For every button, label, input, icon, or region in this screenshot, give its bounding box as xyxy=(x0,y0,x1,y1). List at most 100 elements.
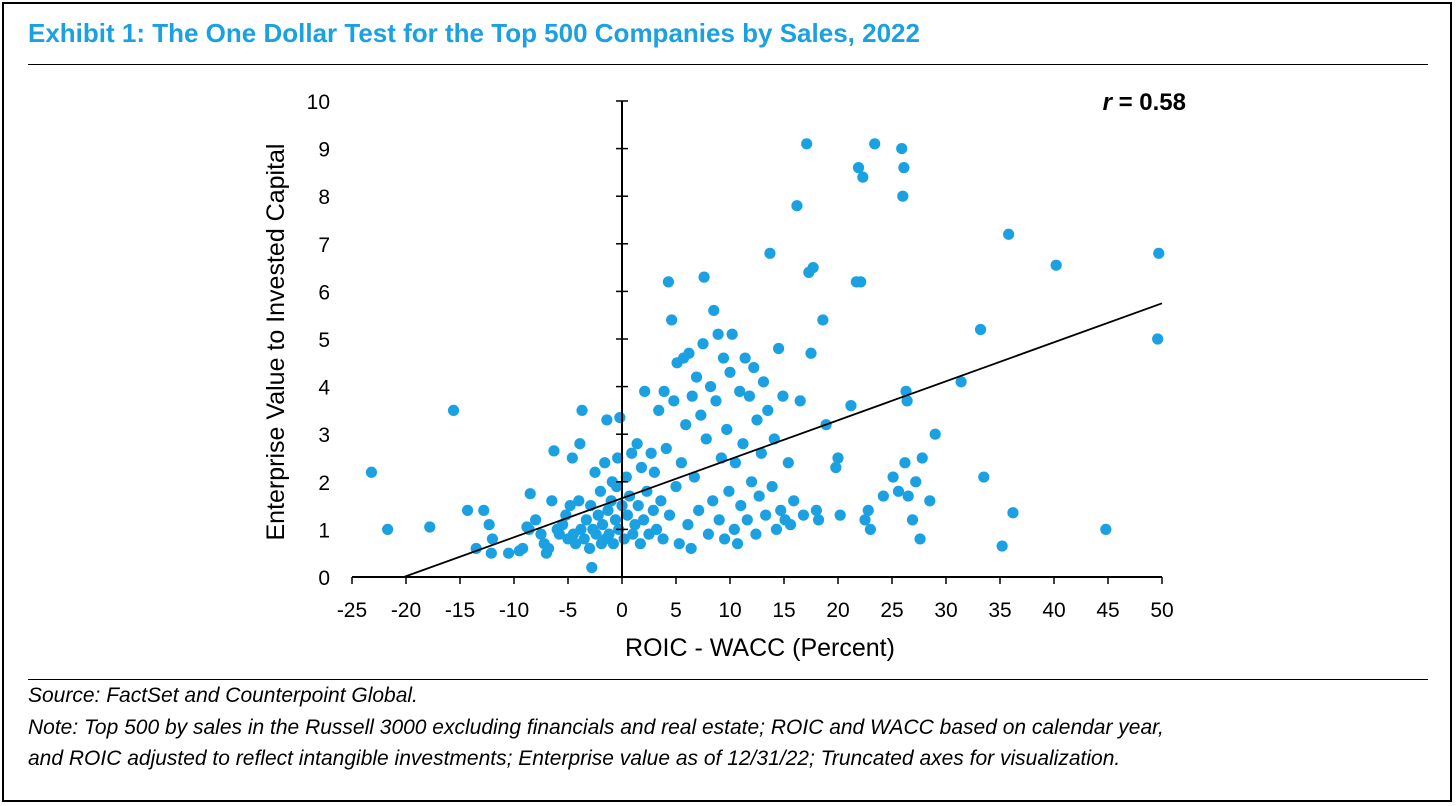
data-point xyxy=(631,438,643,450)
data-point xyxy=(760,509,772,521)
data-point xyxy=(896,143,908,155)
data-point xyxy=(784,519,797,531)
data-point xyxy=(548,445,560,457)
data-point xyxy=(717,352,730,364)
data-point xyxy=(663,509,676,521)
data-point xyxy=(688,471,700,483)
data-point xyxy=(599,457,611,469)
data-point xyxy=(635,461,648,474)
data-point xyxy=(590,528,602,540)
data-point xyxy=(1050,259,1062,271)
data-point xyxy=(914,533,926,545)
x-tick-label: -5 xyxy=(559,599,578,622)
x-tick-label: 10 xyxy=(718,599,741,622)
data-point xyxy=(726,328,738,340)
data-point xyxy=(791,200,803,212)
data-point xyxy=(782,457,794,469)
data-point xyxy=(666,314,678,326)
data-point xyxy=(834,509,846,521)
data-point xyxy=(576,404,588,416)
data-point xyxy=(721,423,733,436)
data-point xyxy=(517,542,529,555)
data-point xyxy=(620,471,632,483)
data-point xyxy=(447,404,460,416)
y-tick-label: 10 xyxy=(307,91,330,114)
data-point xyxy=(609,514,622,526)
data-point xyxy=(602,504,614,516)
data-point xyxy=(680,419,692,431)
data-point xyxy=(621,509,634,521)
data-point xyxy=(974,323,987,336)
data-point xyxy=(788,495,800,507)
x-tick-label: 35 xyxy=(988,599,1011,622)
y-tick-label: 9 xyxy=(318,139,330,162)
data-point xyxy=(566,452,578,464)
data-point xyxy=(775,504,787,516)
y-tick-label: 6 xyxy=(318,281,330,304)
data-point xyxy=(777,390,789,402)
data-point xyxy=(750,528,762,540)
data-point xyxy=(737,438,749,450)
data-point xyxy=(748,361,760,374)
x-tick-label: -15 xyxy=(445,599,475,622)
x-tick-label: -25 xyxy=(337,599,367,622)
data-point xyxy=(658,385,670,397)
data-point xyxy=(634,538,646,550)
data-point xyxy=(996,540,1008,552)
data-point xyxy=(632,500,644,512)
y-tick-label: 5 xyxy=(318,329,330,352)
data-point xyxy=(739,352,751,364)
data-point xyxy=(794,395,806,407)
data-point xyxy=(580,514,592,526)
data-point xyxy=(773,342,785,355)
data-point xyxy=(898,162,910,174)
trendline xyxy=(403,302,1163,578)
data-point xyxy=(424,521,436,533)
data-point xyxy=(916,452,928,464)
data-point xyxy=(902,490,914,502)
x-tick-label: 50 xyxy=(1150,599,1173,622)
data-point xyxy=(660,442,672,455)
data-point xyxy=(575,523,587,536)
data-point xyxy=(461,504,474,516)
x-tick-label: 0 xyxy=(616,599,628,622)
footer-divider xyxy=(28,679,1428,680)
data-point xyxy=(852,162,865,174)
data-point xyxy=(713,514,725,526)
x-axis-label: ROIC - WACC (Percent) xyxy=(625,634,895,662)
data-point xyxy=(805,347,817,359)
x-tick-label: 20 xyxy=(826,599,849,622)
data-point xyxy=(1003,228,1015,240)
data-point xyxy=(887,471,899,483)
data-point xyxy=(978,471,990,483)
x-tick-label: -20 xyxy=(391,599,421,622)
data-point xyxy=(503,547,515,559)
data-point xyxy=(596,519,609,531)
data-point xyxy=(1100,523,1112,536)
source-note: Source: FactSet and Counterpoint Global. xyxy=(28,684,418,707)
data-point xyxy=(486,533,498,545)
data-point xyxy=(573,495,585,507)
data-point xyxy=(702,528,715,540)
data-point xyxy=(817,314,829,326)
data-point xyxy=(906,514,919,526)
points-layer xyxy=(365,138,1165,574)
data-point xyxy=(862,504,874,516)
data-point xyxy=(657,533,669,545)
data-point xyxy=(614,411,626,424)
data-point xyxy=(638,514,650,526)
y-tick-label: 4 xyxy=(318,377,330,400)
y-tick-label: 2 xyxy=(318,472,330,495)
data-point xyxy=(751,414,763,426)
methodology-note: Note: Top 500 by sales in the Russell 30… xyxy=(28,712,1164,774)
data-point xyxy=(924,495,936,507)
y-axis-label: Enterprise Value to Invested Capital xyxy=(262,144,290,541)
data-point xyxy=(743,390,756,402)
data-point xyxy=(592,509,604,521)
data-point xyxy=(693,504,705,516)
data-point xyxy=(557,519,569,531)
data-point xyxy=(892,485,905,497)
data-point xyxy=(653,404,665,416)
data-point xyxy=(647,504,659,516)
correlation-label: r = 0.58 xyxy=(1103,89,1186,116)
